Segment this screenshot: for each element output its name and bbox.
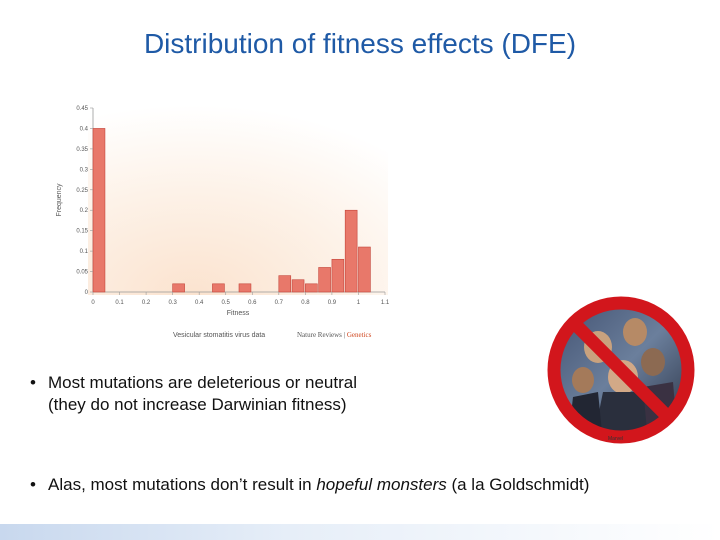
x-tick-label: 0.8 (301, 300, 310, 306)
bar (318, 267, 331, 293)
bar (305, 283, 318, 293)
bullet-deleterious-line1: Most mutations are deleterious or neutra… (48, 373, 357, 392)
dfe-bar-chart: 0 0.1 0.2 0.3 0.4 0.5 0.6 0.7 0.8 0.9 1 1.1 0 0.05 0.1… (56, 105, 390, 317)
y-tick-label: 0.4 (80, 126, 89, 132)
figure-caption: Vesicular stomatitis virus data (173, 332, 266, 339)
y-tick-label: 0.05 (76, 270, 88, 276)
footer-band (0, 524, 720, 540)
bullet-marker: • (30, 475, 36, 494)
y-tick-label: 0.15 (76, 229, 88, 235)
bullet-deleterious: • Most mutations are deleterious or neutr… (30, 372, 357, 416)
bullet-deleterious-line2: (they do not increase Darwinian fitness) (48, 395, 347, 414)
bar (344, 209, 358, 293)
y-tick-label: 0 (85, 290, 89, 296)
y-axis-label: Frequency (56, 183, 63, 217)
y-tick-label: 0.25 (76, 188, 88, 194)
x-tick-label: 0.7 (275, 300, 284, 306)
bar (238, 283, 252, 293)
bullet-hopeful-post: (a la Goldschmidt) (446, 475, 590, 494)
y-tick-label: 0.1 (80, 249, 89, 255)
figure-credit-accent: Genetics (346, 331, 372, 339)
x-tick-label: 0.5 (222, 300, 231, 306)
x-tick-label: 0.3 (168, 300, 177, 306)
figure-credit-main: Nature Reviews | (297, 331, 346, 339)
x-tick-label: 0.4 (195, 300, 204, 306)
bar (92, 128, 106, 293)
y-tick-label: 0.35 (76, 147, 88, 153)
y-tick-label: 0.3 (80, 167, 89, 173)
bar (291, 279, 305, 293)
bullet-hopeful-emphasis: hopeful monsters (316, 475, 447, 494)
x-tick-label: 0 (91, 300, 95, 306)
bar (358, 246, 371, 293)
x-tick-label: 1.1 (381, 300, 390, 306)
bullet-hopeful-pre: Alas, most mutations don’t result in (48, 475, 317, 494)
figure-credit: Nature Reviews | Genetics (297, 331, 371, 339)
x-tick-label: 0.9 (328, 300, 337, 306)
bar (212, 283, 225, 293)
prohibition-sign-icon (547, 296, 695, 444)
x-axis-label: Fitness (227, 310, 250, 317)
image-credit: Marvel (608, 436, 624, 442)
x-tick-label: 0.1 (115, 300, 124, 306)
x-tick-label: 1 (357, 300, 361, 306)
y-tick-label: 0.45 (76, 106, 88, 112)
bar (172, 283, 185, 293)
bar (278, 275, 292, 293)
bullet-marker: • (30, 373, 36, 392)
y-tick-label: 0.2 (80, 208, 89, 214)
slide-title: Distribution of fitness effects (DFE) (143, 28, 577, 59)
x-tick-label: 0.6 (248, 300, 257, 306)
x-tick-label: 0.2 (142, 300, 151, 306)
dfe-figure: 0 0.1 0.2 0.3 0.4 0.5 0.6 0.7 0.8 0.9 1 1.1 0 0.05 0.1… (55, 100, 395, 345)
bullet-hopeful-monsters: • Alas, most mutations don’t result in ho… (30, 474, 589, 496)
bar (331, 258, 345, 293)
